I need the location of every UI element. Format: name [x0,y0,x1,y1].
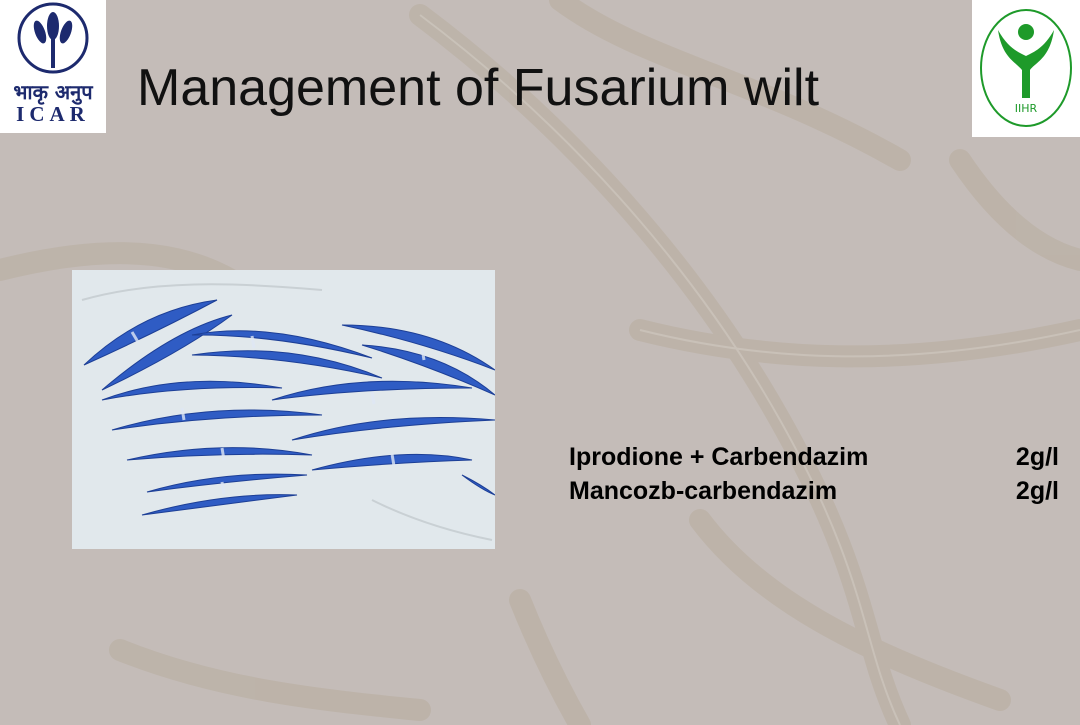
plant-emblem-icon [980,9,1072,127]
iihr-acronym: IIHR [1014,102,1038,115]
icar-logo: भाकृ अनुप ICAR [0,0,106,133]
iihr-logo: IIHR [972,0,1080,137]
dose: 2g/l [1015,443,1059,471]
chemical-name: Iprodione + Carbendazim [569,443,869,471]
chemical-name: Mancozb-carbendazim [569,477,838,505]
treatment-row: Mancozb-carbendazim 2g/l [569,474,1059,508]
treatment-row: Iprodione + Carbendazim 2g/l [569,440,1059,474]
treatment-table: Iprodione + Carbendazim 2g/l Mancozb-car… [569,440,1059,508]
slide-title: Management of Fusarium wilt [137,59,820,117]
icar-hindi-name: भाकृ अनुप [13,80,93,104]
fusarium-conidia-micrograph [72,270,495,549]
wheat-emblem-icon [17,2,89,74]
icar-acronym: ICAR [16,102,90,126]
dose: 2g/l [1015,477,1059,505]
